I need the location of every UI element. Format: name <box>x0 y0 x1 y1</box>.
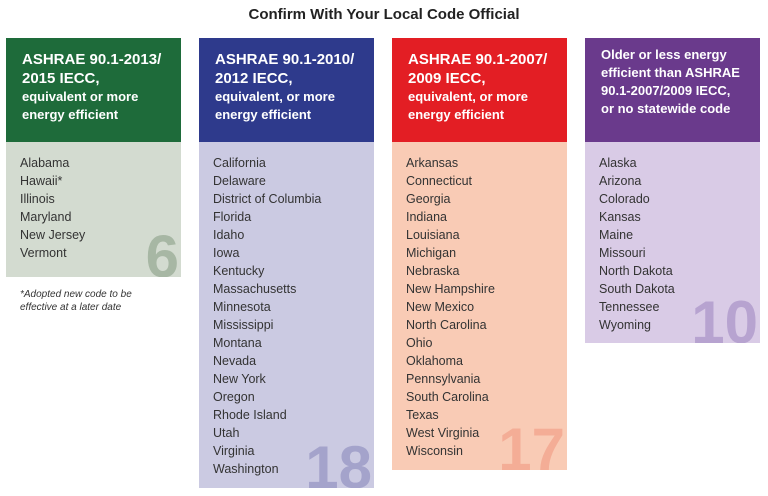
column-header: ASHRAE 90.1-2010/2012 IECC, equivalent, o… <box>199 38 374 142</box>
state: North Carolina <box>406 318 487 332</box>
state: Missouri <box>599 246 646 260</box>
title: Confirm With Your Local Code Official <box>248 6 520 23</box>
state: Arizona <box>599 174 642 188</box>
column-body: Alaska Arizona Colorado Kansas Maine Missouri… <box>585 142 760 343</box>
state: Louisiana <box>406 228 460 242</box>
state: Alabama <box>20 156 70 170</box>
state: Tennessee <box>599 300 660 314</box>
state: Georgia <box>406 192 451 206</box>
header-subtitle: 90.1-2007/2009 IECC, <box>601 83 731 98</box>
state: Washington <box>213 462 279 476</box>
state: New Jersey <box>20 228 86 242</box>
state: Indiana <box>406 210 448 224</box>
state: Delaware <box>213 174 266 188</box>
header-title: ASHRAE 90.1-2007/ <box>408 51 548 68</box>
state: Colorado <box>599 192 650 206</box>
state: Alaska <box>599 156 637 170</box>
header-subtitle: or no statewide code <box>601 101 731 116</box>
column-header: ASHRAE 90.1-2013/2015 IECC, equivalent or… <box>6 38 181 142</box>
state: Virginia <box>213 444 255 458</box>
state: New York <box>213 372 266 386</box>
state-count: 6 <box>145 223 179 278</box>
header-subtitle: efficient than ASHRAE <box>601 65 740 80</box>
state: Iowa <box>213 246 240 260</box>
header-title: ASHRAE 90.1-2013/ <box>22 51 162 68</box>
state: Illinois <box>20 192 55 206</box>
state: Utah <box>213 426 240 440</box>
state-count: 17 <box>498 416 565 471</box>
state: Kansas <box>599 210 641 224</box>
state: Maine <box>599 228 634 242</box>
column: Older or less energy efficient than ASHRA… <box>585 38 760 343</box>
state: Michigan <box>406 246 457 260</box>
column-body: Alabama Hawaii* Illinois Maryland New Jersey… <box>6 142 181 277</box>
header-title: 2009 IECC, <box>408 70 486 87</box>
column: ASHRAE 90.1-2013/2015 IECC, equivalent or… <box>6 38 181 277</box>
column-header: ASHRAE 90.1-2007/2009 IECC, equivalent, o… <box>392 38 567 142</box>
state-count: 18 <box>305 434 372 489</box>
state: Connecticut <box>406 174 473 188</box>
column-header: Older or less energy efficient than ASHRA… <box>585 38 760 142</box>
state: Idaho <box>213 228 245 242</box>
footnote-line: *Adopted new code to be <box>20 289 132 300</box>
header-subtitle: energy efficient <box>215 107 312 122</box>
state: Montana <box>213 336 262 350</box>
state: Kentucky <box>213 264 265 278</box>
state: District of Columbia <box>213 192 322 206</box>
state: Hawaii* <box>20 174 63 188</box>
state: North Dakota <box>599 264 673 278</box>
state: Rhode Island <box>213 408 287 422</box>
state: Arkansas <box>406 156 459 170</box>
state: New Mexico <box>406 300 475 314</box>
header-subtitle: equivalent, or more <box>408 89 528 104</box>
state: Oklahoma <box>406 354 463 368</box>
header-title: 2015 IECC, <box>22 70 100 87</box>
state: Wyoming <box>599 318 651 332</box>
header-subtitle: energy efficient <box>22 107 119 122</box>
column: ASHRAE 90.1-2007/2009 IECC, equivalent, o… <box>392 38 567 470</box>
state: Maryland <box>20 210 72 224</box>
state: Ohio <box>406 336 433 350</box>
state: South Dakota <box>599 282 675 296</box>
column-body: Arkansas Connecticut Georgia Indiana Louisia… <box>392 142 567 470</box>
header-subtitle: equivalent or more <box>22 89 139 104</box>
state: Texas <box>406 408 439 422</box>
footnote: *Adopted new code to be effective at a la… <box>20 288 132 314</box>
state: Mississippi <box>213 318 274 332</box>
state: Florida <box>213 210 252 224</box>
footnote-line: effective at a later date <box>20 302 122 313</box>
state-count: 10 <box>691 289 758 344</box>
state: Nebraska <box>406 264 460 278</box>
header-subtitle: Older or less energy <box>601 47 727 62</box>
state: Minnesota <box>213 300 271 314</box>
state: Massachusetts <box>213 282 297 296</box>
header-subtitle: energy efficient <box>408 107 505 122</box>
state: South Carolina <box>406 390 489 404</box>
header-title: ASHRAE 90.1-2010/ <box>215 51 355 68</box>
column: ASHRAE 90.1-2010/2012 IECC, equivalent, o… <box>199 38 374 488</box>
state: Oregon <box>213 390 255 404</box>
state: New Hampshire <box>406 282 495 296</box>
header-subtitle: equivalent, or more <box>215 89 335 104</box>
state: Wisconsin <box>406 444 463 458</box>
state: West Virginia <box>406 426 480 440</box>
column-body: California Delaware District of Columbia Fl… <box>199 142 374 488</box>
state: California <box>213 156 266 170</box>
state: Vermont <box>20 246 67 260</box>
header-title: 2012 IECC, <box>215 70 293 87</box>
state: Pennsylvania <box>406 372 481 386</box>
state: Nevada <box>213 354 257 368</box>
